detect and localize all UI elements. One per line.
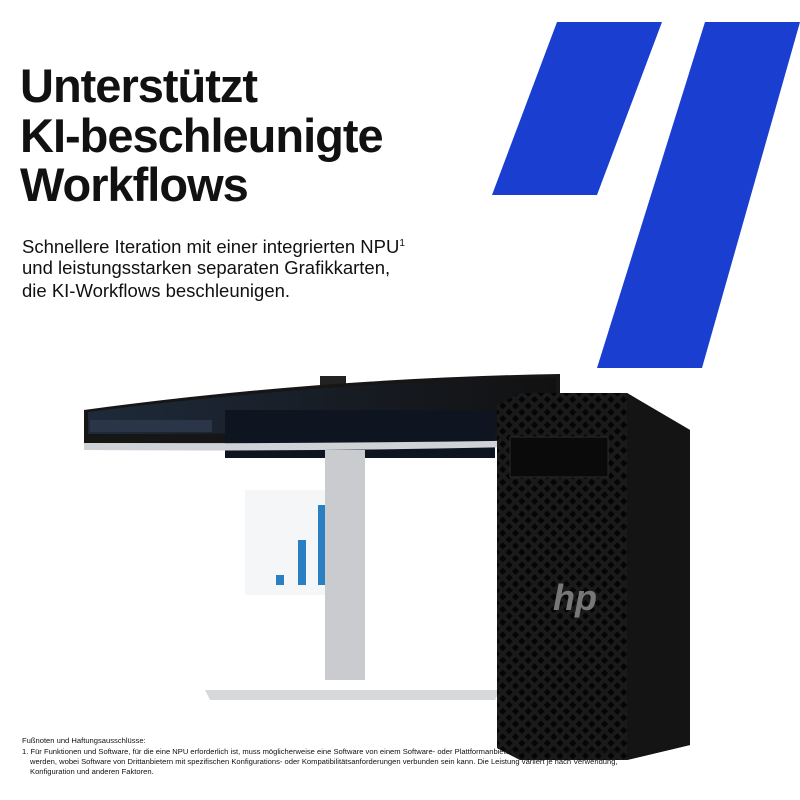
headline: Workflows xyxy=(20,158,249,211)
footnote: Konfiguration und anderen Faktoren. xyxy=(30,767,154,776)
headline: KI-beschleunigte xyxy=(20,109,384,162)
subheadline: die KI-Workflows beschleunigen. xyxy=(22,280,291,301)
subheadline-text: Schnellere Iteration mit einer integrier… xyxy=(22,236,400,258)
subheadline: Schnellere Iteration mit einer integrier… xyxy=(22,233,405,258)
footnote-heading: Fußnoten und Haftungsausschlüsse: xyxy=(22,736,146,745)
footnote: 1. Für Funktionen und Software, für die … xyxy=(22,747,621,756)
headline: Unterstützt xyxy=(20,59,258,112)
footnote: werden, wobei Software von Drittanbieter… xyxy=(30,757,618,766)
brand-stripe xyxy=(492,22,662,195)
brand-stripe xyxy=(597,22,800,368)
logo: hp xyxy=(553,577,597,618)
monitor xyxy=(84,374,560,700)
subheadline: und leistungsstarken separaten Grafikkar… xyxy=(22,257,391,278)
tower: hp xyxy=(497,393,690,760)
footnote-ref: 1 xyxy=(399,238,405,249)
